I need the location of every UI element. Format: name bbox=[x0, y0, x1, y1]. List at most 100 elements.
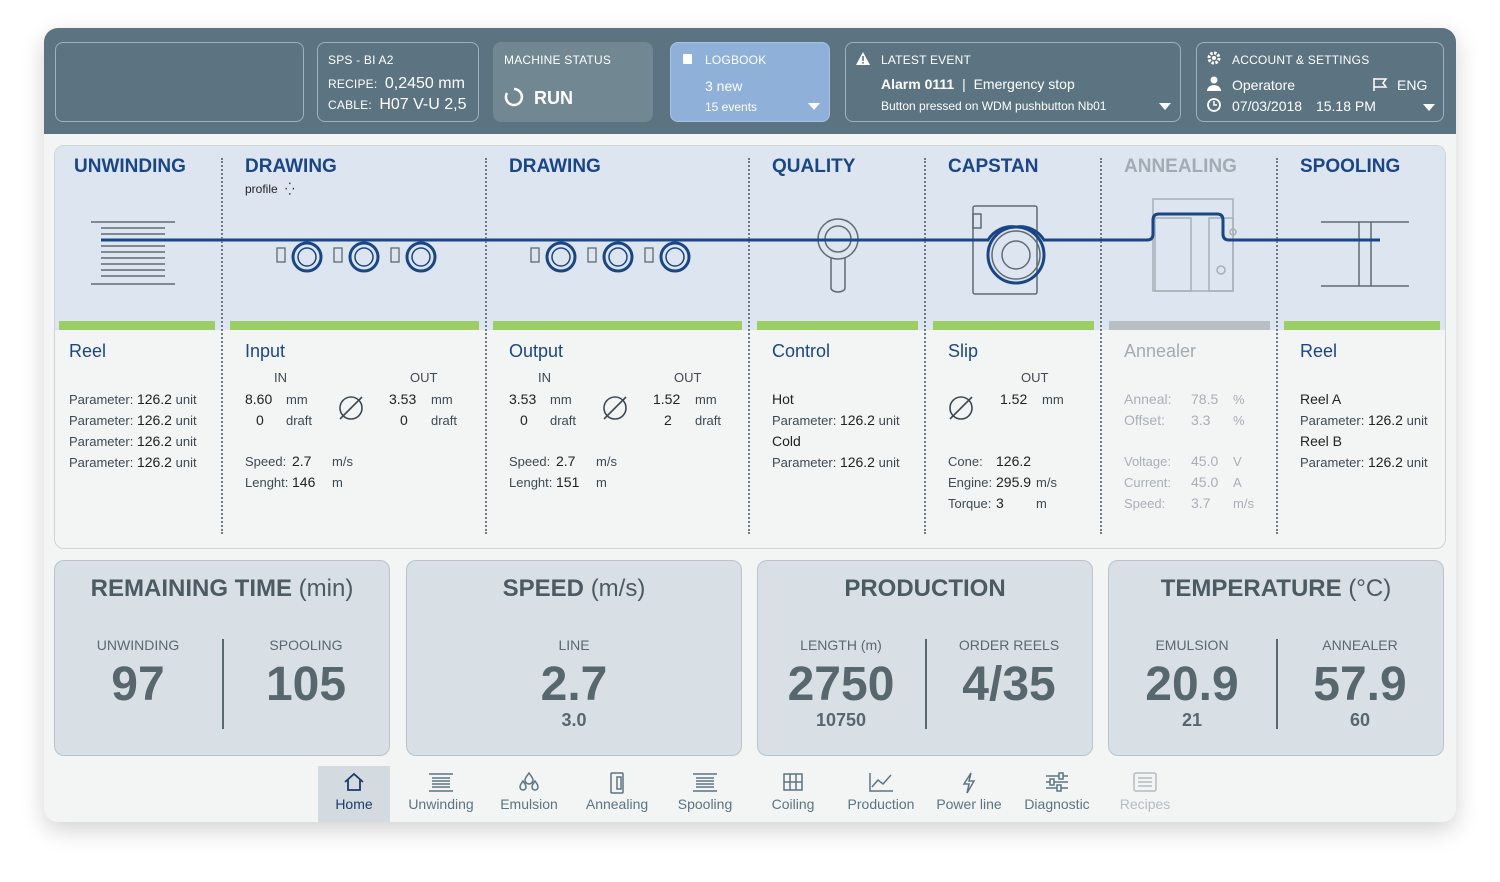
section-separator bbox=[1276, 158, 1278, 534]
nav-label: Emulsion bbox=[500, 796, 558, 812]
process-diagram bbox=[55, 146, 1445, 330]
nav-label: Annealing bbox=[585, 796, 649, 812]
nav-unwinding[interactable]: Unwinding bbox=[398, 766, 484, 822]
diameter-icon bbox=[603, 396, 627, 420]
card-title: SPEED (m/s) bbox=[502, 575, 646, 602]
nav-coiling[interactable]: Coiling bbox=[750, 766, 836, 822]
line-value: 2.7 bbox=[540, 658, 608, 711]
param-row: Parameter: 126.2 unit bbox=[772, 454, 900, 470]
user-name: Operatore bbox=[1232, 77, 1296, 93]
length-value: 2750 bbox=[787, 658, 895, 711]
drops-icon bbox=[519, 771, 539, 791]
chevron-down-icon[interactable] bbox=[808, 103, 820, 111]
cold-label: Cold bbox=[772, 433, 801, 449]
cone-value: 126.2 bbox=[996, 453, 1032, 469]
voltage-label: Voltage: bbox=[1124, 454, 1171, 469]
spooling-label: SPOOLING bbox=[269, 637, 343, 653]
voltage-value: 45.0 bbox=[1191, 453, 1219, 469]
nav-power-line[interactable]: Power line bbox=[926, 766, 1012, 822]
param-row: Parameter: 126.2 unit bbox=[69, 412, 197, 428]
temperature-card[interactable]: TEMPERATURE (°C) EMULSION 20.9 21 ANNEAL… bbox=[1108, 560, 1444, 756]
flag-icon[interactable] bbox=[1373, 77, 1388, 91]
in-draft-value: 0 bbox=[520, 412, 528, 428]
emulsion-label: EMULSION bbox=[1155, 637, 1229, 653]
anneal-unit: % bbox=[1233, 392, 1245, 407]
nav-production[interactable]: Production bbox=[838, 766, 924, 822]
order-reels-value: 4/35 bbox=[962, 658, 1056, 711]
emulsion-value: 20.9 bbox=[1145, 658, 1239, 711]
section-separator bbox=[1100, 158, 1102, 534]
language[interactable]: ENG bbox=[1397, 77, 1428, 93]
reel-b-label: Reel B bbox=[1300, 433, 1343, 449]
status-bar-drawing-input bbox=[230, 321, 479, 330]
in-mm-value: 8.60 bbox=[245, 391, 273, 407]
machine-info-box: SPS - BI A2 RECIPE: 0,2450 mm CABLE: H07… bbox=[317, 42, 479, 122]
card-divider bbox=[1276, 639, 1278, 729]
account-box[interactable]: ACCOUNT & SETTINGS Operatore ENG 07/03/2… bbox=[1196, 42, 1444, 122]
section-separator bbox=[924, 158, 926, 534]
latest-event-box[interactable]: LATEST EVENT Alarm 0111 | Emergency stop… bbox=[845, 42, 1181, 122]
chevron-down-icon[interactable] bbox=[1423, 104, 1435, 112]
nav-label: Spooling bbox=[677, 796, 733, 812]
chevron-down-icon[interactable] bbox=[1159, 103, 1171, 111]
cable-value: H07 V-U 2,5 bbox=[379, 96, 467, 113]
machine-status-box[interactable]: MACHINE STATUS RUN bbox=[493, 42, 653, 122]
logbook-new: 3 new bbox=[705, 78, 743, 94]
logbook-box[interactable]: LOGBOOK 3 new 15 events bbox=[670, 42, 830, 122]
speed-card[interactable]: SPEED (m/s) LINE 2.7 3.0 bbox=[406, 560, 742, 756]
length-value: 146 bbox=[292, 474, 316, 490]
spooling-value: 105 bbox=[265, 658, 347, 711]
section-separator bbox=[485, 158, 487, 534]
unit-draft: draft bbox=[695, 413, 722, 428]
nav-label: Home bbox=[335, 796, 373, 812]
in-mm-value: 3.53 bbox=[509, 391, 537, 407]
user-icon bbox=[1207, 76, 1221, 91]
length-value: 151 bbox=[556, 474, 580, 490]
torque-value: 3 bbox=[996, 495, 1004, 511]
annealer-target: 60 bbox=[1349, 710, 1371, 730]
nav-home[interactable]: Home bbox=[318, 766, 390, 822]
emulsion-target: 21 bbox=[1181, 710, 1203, 730]
nav-emulsion[interactable]: Emulsion bbox=[486, 766, 572, 822]
speed-unit: m/s bbox=[332, 454, 353, 469]
card-title: REMAINING TIME (min) bbox=[90, 575, 354, 602]
param-row: Parameter: 126.2 unit bbox=[69, 454, 197, 470]
recipes-icon bbox=[1133, 772, 1157, 792]
unit-draft: draft bbox=[431, 413, 458, 428]
remaining-time-card[interactable]: REMAINING TIME (min) UNWINDING 97 SPOOLI… bbox=[54, 560, 390, 756]
capstan-heading: Slip bbox=[948, 341, 979, 361]
current-unit: A bbox=[1233, 475, 1242, 490]
diameter-icon bbox=[949, 396, 973, 420]
annealer-label: ANNEALER bbox=[1322, 637, 1398, 653]
length-unit: m bbox=[332, 475, 343, 490]
nav-spooling[interactable]: Spooling bbox=[662, 766, 748, 822]
status-bar-spooling bbox=[1284, 321, 1440, 330]
annealing-icon bbox=[610, 772, 624, 794]
nav-label: Diagnostic bbox=[1024, 796, 1090, 812]
speed-label: Speed: bbox=[245, 454, 287, 469]
refresh-icon bbox=[504, 87, 524, 107]
card-divider bbox=[222, 639, 224, 729]
lightning-icon bbox=[962, 772, 976, 794]
date: 07/03/2018 bbox=[1232, 98, 1303, 114]
machine-status-label: MACHINE STATUS bbox=[504, 53, 612, 67]
length-label: Lenght: bbox=[245, 475, 289, 490]
reel-a-label: Reel A bbox=[1300, 391, 1342, 407]
anneal-value: 78.5 bbox=[1191, 391, 1219, 407]
speed-label: Speed: bbox=[1124, 496, 1166, 511]
nav-annealing[interactable]: Annealing bbox=[574, 766, 660, 822]
nav-recipes[interactable]: Recipes bbox=[1102, 766, 1188, 822]
nav-diagnostic[interactable]: Diagnostic bbox=[1014, 766, 1100, 822]
engine-label: Engine: bbox=[948, 475, 993, 490]
warning-icon bbox=[856, 52, 870, 65]
out-label: OUT bbox=[410, 370, 438, 385]
wire-path bbox=[91, 198, 1409, 295]
section-separator bbox=[748, 158, 750, 534]
speed-value: 3.7 bbox=[1191, 495, 1211, 511]
nav-label: Coiling bbox=[771, 796, 815, 812]
offset-value: 3.3 bbox=[1191, 412, 1211, 428]
speed-label: Speed: bbox=[509, 454, 551, 469]
production-card[interactable]: PRODUCTION LENGTH (m) 2750 10750 ORDER R… bbox=[757, 560, 1093, 756]
speed-unit: m/s bbox=[1233, 496, 1254, 511]
cable-label: CABLE: bbox=[328, 98, 372, 112]
